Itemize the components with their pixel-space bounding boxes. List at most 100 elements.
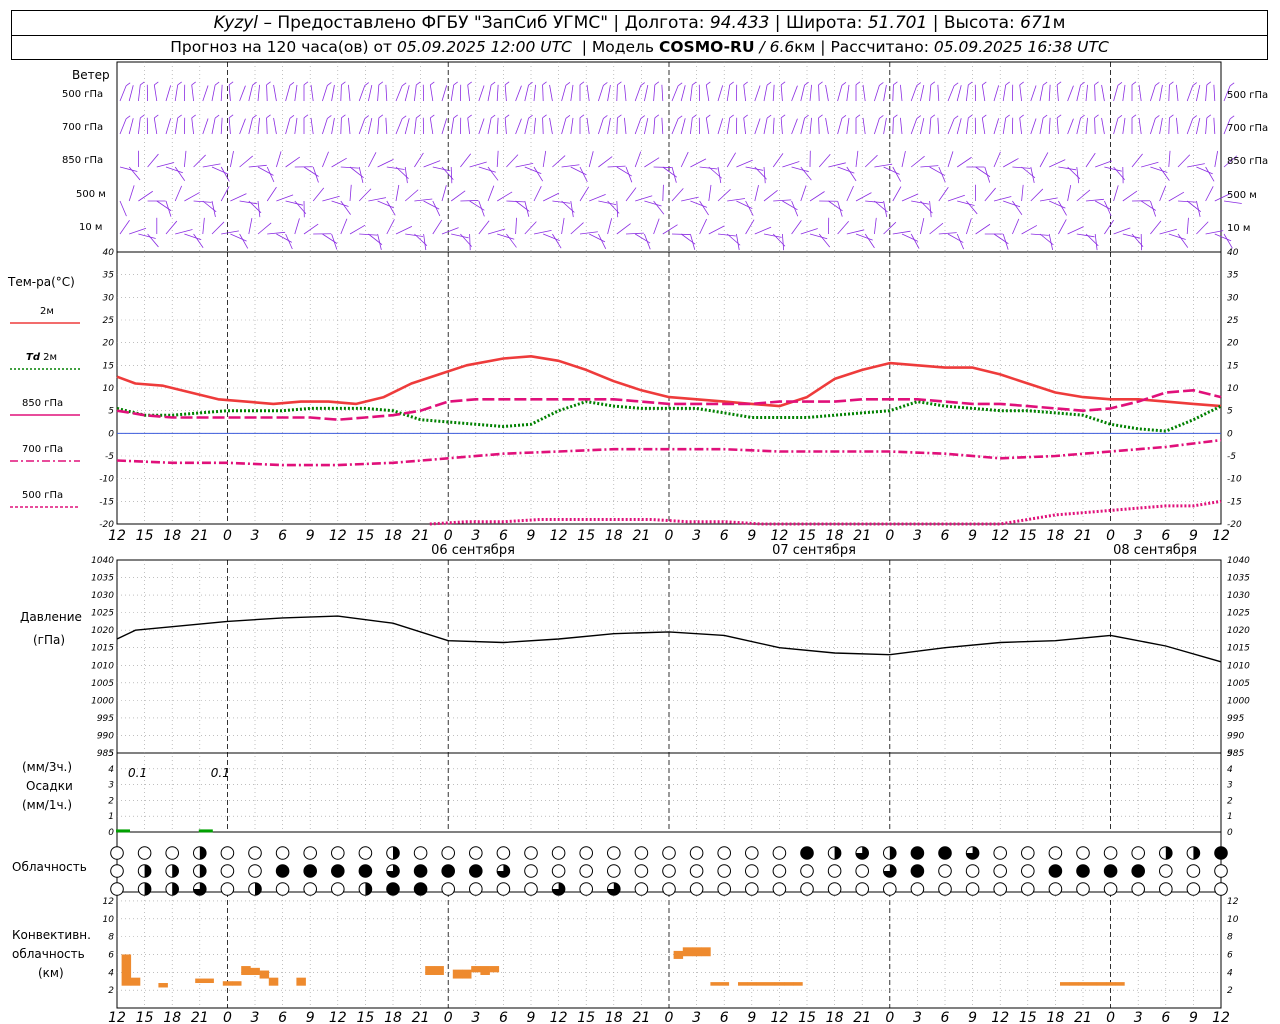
wind-barb	[1002, 233, 1009, 250]
cloud-cover-circle	[717, 846, 732, 860]
wind-barb	[579, 231, 598, 235]
wind-barb	[129, 227, 147, 235]
cloud-circle-half	[365, 882, 372, 896]
wind-barb	[248, 118, 253, 135]
wind-barb	[414, 198, 433, 202]
wind-barb	[533, 166, 544, 182]
cloud-cover-circle	[165, 882, 179, 896]
wind-barb	[404, 189, 419, 202]
wind-barb	[349, 224, 366, 235]
cloud-cover-circle	[331, 864, 345, 878]
wind-barb	[211, 117, 216, 135]
x-hour-label-temp: 0	[665, 528, 674, 544]
wind-level-right: 500 гПа	[1227, 90, 1268, 101]
wind-barb-feather	[490, 81, 496, 86]
wind-barb-feather	[1080, 81, 1085, 86]
cloud-circle-ring	[965, 882, 980, 896]
wind-barb-feather	[214, 114, 220, 119]
wind-barb-feather	[154, 81, 159, 86]
wind-barb	[791, 200, 799, 217]
pres-ytick-right: 990	[1227, 731, 1244, 741]
wind-barb-feather	[893, 114, 898, 119]
cloud-circle-full	[1131, 864, 1145, 878]
wind-level-1: 500 гПа	[62, 89, 104, 100]
wind-barb	[1122, 117, 1126, 135]
wind-barb-feather	[893, 81, 898, 86]
wind-barb	[533, 117, 536, 135]
x-hour-label-conv: 0	[665, 1010, 674, 1024]
wind-barb	[1039, 117, 1044, 135]
cloud-cover-circle	[275, 882, 290, 896]
wind-barb-feather	[266, 114, 271, 119]
wind-barb	[368, 118, 373, 135]
wind-barb	[800, 118, 805, 135]
wind-barb	[1058, 200, 1067, 216]
wind-barb	[460, 200, 479, 202]
wind-barb	[273, 84, 277, 102]
cloud-cover-circle	[441, 864, 456, 878]
wind-barb	[202, 85, 209, 102]
wind-barb	[773, 199, 792, 202]
cloud-cover-circle	[579, 882, 594, 896]
wind-barb	[469, 161, 487, 168]
wind-barb	[938, 187, 949, 202]
cloud-circle-half	[1193, 846, 1200, 860]
wind-barb	[837, 118, 843, 135]
wind-barb	[432, 200, 441, 217]
cloud-circle-ring	[993, 882, 1008, 896]
conv-bar	[1087, 982, 1098, 986]
cloud-title: Облачность	[12, 860, 87, 874]
wind-barb	[533, 229, 552, 235]
wind-barb	[900, 84, 903, 102]
cloud-cover-circle	[248, 864, 262, 878]
wind-barb	[515, 162, 534, 168]
cloud-circle-full	[441, 864, 455, 878]
wind-barb	[791, 220, 802, 235]
wind-barb	[763, 233, 782, 238]
pres-ytick-right: 1000	[1227, 696, 1250, 706]
wind-barb	[202, 118, 209, 135]
cloud-cover-circle	[965, 846, 980, 860]
wind-barb	[1159, 84, 1163, 102]
wind-barb	[579, 186, 590, 202]
wind-barb	[901, 233, 919, 242]
temp-ytick-right: 0	[1227, 429, 1233, 439]
cloud-circle-ring	[303, 882, 318, 896]
precip-annotation: 0.1	[211, 766, 230, 780]
wind-barb	[1049, 159, 1066, 168]
cloud-cover-circle	[496, 864, 511, 878]
wind-barb	[1168, 117, 1170, 135]
wind-barb	[385, 84, 388, 102]
wind-barb	[579, 166, 588, 182]
wind-barb	[184, 192, 200, 202]
wind-barb	[800, 166, 812, 181]
wind-barb	[956, 233, 965, 250]
temp-series-3	[116, 438, 1222, 467]
wind-barb-feather	[617, 114, 622, 119]
wind-barb	[717, 189, 731, 202]
forecast-start: 05.09.2025 12:00 UTC	[396, 38, 572, 56]
cloud-cover-circle	[275, 864, 290, 878]
wind-barb	[469, 233, 471, 251]
pres-ytick-right: 1030	[1227, 591, 1250, 601]
cloud-circle-ring	[634, 864, 649, 878]
cloud-cover-circle	[165, 846, 179, 860]
cloud-cover-circle	[965, 882, 980, 896]
cloud-circle-ring	[689, 882, 704, 896]
wind-barb	[414, 152, 424, 168]
wind-barb	[1196, 118, 1201, 135]
wind-barb	[478, 85, 485, 102]
cloud-cover-circle	[1131, 882, 1145, 896]
wind-barb	[966, 117, 969, 135]
cloud-circle-ring	[220, 864, 235, 878]
cloud-circle-ring	[1186, 864, 1201, 878]
wind-barb	[717, 118, 724, 135]
cloud-circle-full	[1049, 864, 1062, 878]
cloud-cover-circle	[1214, 864, 1228, 878]
model-res: / 6.6	[759, 38, 795, 56]
wind-barb-feather	[140, 81, 145, 86]
cloud-circle-ring	[1021, 846, 1035, 860]
wind-barb	[273, 117, 277, 135]
wind-barb	[138, 233, 156, 239]
x-hour-label-conv: 15	[356, 1010, 374, 1024]
